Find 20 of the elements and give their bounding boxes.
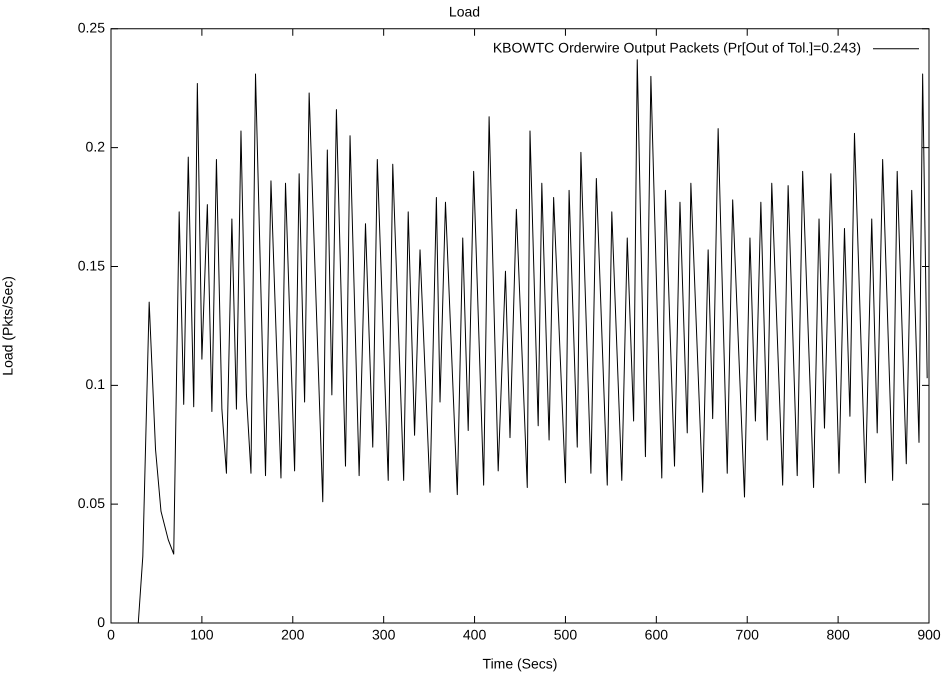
x-tick-label: 800 — [826, 626, 850, 642]
legend-label: KBOWTC Orderwire Output Packets (Pr[Out of Tol.]=0.243) — [492, 40, 861, 56]
x-tick-label: 600 — [644, 626, 668, 642]
x-tick-label: 900 — [917, 626, 941, 642]
chart-title: Load — [448, 3, 480, 20]
y-tick-label: 0 — [97, 614, 106, 630]
x-tick-label: 300 — [372, 626, 396, 642]
x-tick-label: 400 — [462, 626, 486, 642]
x-axis-title: Time (Secs) — [482, 655, 558, 672]
y-tick-label: 0.25 — [78, 20, 106, 36]
y-tick-label: 0.1 — [86, 376, 106, 392]
x-tick-label: 0 — [107, 626, 116, 642]
x-tick-label: 700 — [736, 626, 760, 642]
x-tick-label: 200 — [281, 626, 305, 642]
y-tick-label: 0.2 — [86, 138, 106, 154]
y-axis-title: Load (Pkts/Sec) — [0, 276, 16, 376]
y-tick-label: 0.15 — [78, 257, 106, 274]
x-tick-label: 500 — [554, 626, 578, 642]
x-tick-label: 100 — [190, 626, 214, 642]
y-tick-label: 0.05 — [78, 495, 106, 512]
